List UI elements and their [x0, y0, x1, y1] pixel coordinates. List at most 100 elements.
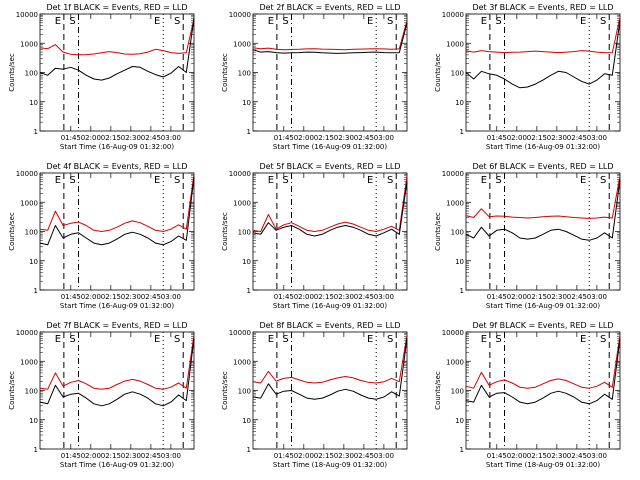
event-marker-label: E: [367, 334, 373, 345]
y-tick-label: 10: [29, 258, 38, 266]
x-axis-label: Start Time (16-Aug-09 01:32:00): [60, 302, 174, 310]
y-tick-label: 10: [29, 417, 38, 425]
y-axis-label: Counts/sec: [221, 371, 229, 410]
chart-title: Det 2f BLACK = Events, RED = LLD: [259, 3, 400, 12]
y-tick-label: 1000: [233, 199, 251, 207]
y-tick-label: 1: [460, 446, 464, 454]
y-tick-label: 100: [25, 388, 38, 396]
chart-title: Det 9f BLACK = Events, RED = LLD: [472, 321, 613, 330]
event-marker-label: S: [387, 334, 393, 345]
x-tick-label: 02:15: [314, 134, 334, 142]
series-line-lld: [39, 334, 195, 390]
series-line-lld: [39, 18, 195, 56]
y-axis-label: Counts/sec: [221, 53, 229, 92]
event-marker-label: S: [600, 16, 606, 27]
y-axis-label: Counts/sec: [434, 371, 442, 410]
event-marker-label: E: [580, 175, 586, 186]
y-tick-label: 10000: [229, 11, 251, 19]
x-tick-label: 02:15: [101, 293, 121, 301]
y-tick-label: 100: [238, 388, 251, 396]
event-marker-label: E: [481, 16, 487, 27]
y-tick-label: 1000: [20, 40, 38, 48]
x-axis-label: Start Time (16-Aug-09 01:32:00): [486, 302, 600, 310]
event-marker-label: E: [367, 175, 373, 186]
x-tick-label: 02:30: [547, 134, 567, 142]
x-axis-label: Start Time (18-Aug-09 01:32:00): [486, 461, 600, 469]
y-tick-label: 100: [25, 229, 38, 237]
event-marker-label: E: [580, 334, 586, 345]
y-tick-label: 10000: [229, 170, 251, 178]
event-marker-label: S: [495, 334, 501, 345]
x-tick-label: 02:00: [294, 134, 314, 142]
series-line-events: [252, 181, 408, 237]
chart-panel-7: Det 7f BLACK = Events, RED = LLD 1 10 100 10…: [8, 321, 195, 469]
event-marker-label: E: [268, 334, 274, 345]
event-marker-label: S: [600, 175, 606, 186]
x-tick-label: 02:00: [507, 293, 527, 301]
x-tick-label: 02:45: [354, 293, 374, 301]
x-tick-label: 02:30: [334, 452, 354, 460]
chart-title: Det 4f BLACK = Events, RED = LLD: [46, 162, 187, 171]
x-tick-label: 01:45: [487, 134, 507, 142]
event-marker-label: E: [154, 16, 160, 27]
y-tick-label: 1000: [446, 199, 464, 207]
y-tick-label: 1000: [446, 40, 464, 48]
event-marker-label: S: [282, 334, 288, 345]
x-tick-label: 02:30: [121, 134, 141, 142]
event-marker-label: S: [387, 175, 393, 186]
x-axis-label: Start Time (16-Aug-09 01:32:00): [60, 143, 174, 151]
y-axis-label: Counts/sec: [8, 53, 16, 92]
y-tick-label: 10: [242, 258, 251, 266]
y-tick-label: 100: [25, 70, 38, 78]
x-tick-label: 02:15: [314, 452, 334, 460]
event-marker-label: E: [367, 16, 373, 27]
plot-frame: [465, 13, 621, 132]
chart-title: Det 8f BLACK = Events, RED = LLD: [259, 321, 400, 330]
y-tick-label: 10: [455, 258, 464, 266]
x-tick-label: 02:45: [567, 293, 587, 301]
chart-title: Det 7f BLACK = Events, RED = LLD: [46, 321, 187, 330]
x-tick-label: 03:00: [161, 293, 181, 301]
x-tick-label: 02:15: [101, 134, 121, 142]
event-marker-label: E: [55, 16, 61, 27]
chart-panel-5: Det 5f BLACK = Events, RED = LLD 1 10 100 10…: [221, 162, 408, 310]
y-tick-label: 1: [34, 128, 38, 136]
x-tick-label: 02:15: [527, 293, 547, 301]
y-axis-label: Counts/sec: [8, 371, 16, 410]
event-marker-label: E: [481, 175, 487, 186]
chart-title: Det 1f BLACK = Events, RED = LLD: [46, 3, 187, 12]
event-marker-label: S: [69, 175, 75, 186]
y-tick-label: 10: [455, 99, 464, 107]
y-tick-label: 100: [451, 388, 464, 396]
series-line-events: [39, 18, 195, 81]
series-line-lld: [465, 334, 621, 389]
chart-panel-9: Det 9f BLACK = Events, RED = LLD 1 10 100 10…: [434, 321, 621, 469]
x-tick-label: 02:30: [121, 293, 141, 301]
y-tick-label: 1000: [233, 358, 251, 366]
series-line-lld: [465, 175, 621, 219]
x-tick-label: 02:45: [141, 293, 161, 301]
event-marker-label: S: [174, 175, 180, 186]
y-axis-label: Counts/sec: [434, 53, 442, 92]
x-tick-label: 03:00: [374, 452, 394, 460]
y-tick-label: 10000: [442, 329, 464, 337]
x-tick-label: 03:00: [374, 134, 394, 142]
plot-frame: [465, 172, 621, 291]
chart-panel-8: Det 8f BLACK = Events, RED = LLD 1 10 100 10…: [221, 321, 408, 469]
x-tick-label: 02:45: [354, 452, 374, 460]
x-tick-label: 01:45: [487, 293, 507, 301]
x-tick-label: 02:30: [334, 134, 354, 142]
y-tick-label: 1: [247, 287, 251, 295]
x-tick-label: 01:45: [274, 293, 294, 301]
y-axis-label: Counts/sec: [434, 212, 442, 251]
event-marker-label: S: [282, 175, 288, 186]
x-tick-label: 02:15: [527, 134, 547, 142]
y-tick-label: 1: [460, 128, 464, 136]
series-line-lld: [252, 334, 408, 384]
x-tick-label: 02:45: [141, 452, 161, 460]
plot-frame: [252, 331, 408, 450]
plot-frame: [39, 172, 195, 291]
y-tick-label: 10: [455, 417, 464, 425]
event-marker-label: S: [495, 175, 501, 186]
